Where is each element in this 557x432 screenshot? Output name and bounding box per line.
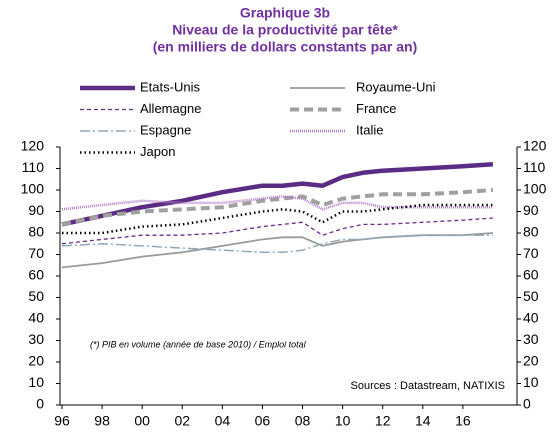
series-line xyxy=(61,232,493,269)
y2-tick-label: 20 xyxy=(523,353,539,369)
chart-title: Graphique 3b xyxy=(240,5,330,21)
source: Sources : Datastream, NATIXIS xyxy=(351,380,505,392)
y-tick-label: 70 xyxy=(28,245,44,261)
x-tick-label: 04 xyxy=(215,413,231,429)
y2-tick-label: 10 xyxy=(523,374,539,390)
series-line xyxy=(61,217,493,245)
y2-tick-label: 120 xyxy=(523,138,547,154)
x-tick-label: 12 xyxy=(375,413,391,429)
x-tick-label: 08 xyxy=(295,413,311,429)
y-tick-label: 50 xyxy=(28,288,44,304)
x-tick-label: 16 xyxy=(455,413,471,429)
x-tick-label: 00 xyxy=(134,413,150,429)
legend-label: Espagne xyxy=(140,122,191,137)
x-tick-label: 98 xyxy=(94,413,110,429)
series-line xyxy=(61,188,494,227)
y2-tick-label: 0 xyxy=(523,396,531,412)
y2-tick-label: 110 xyxy=(523,159,546,175)
series-line xyxy=(61,161,494,227)
legend-label: Allemagne xyxy=(140,101,201,116)
y2-tick-label: 40 xyxy=(523,310,539,326)
y2-tick-label: 30 xyxy=(523,331,539,347)
y2-tick-label: 50 xyxy=(523,288,539,304)
x-tick-label: 96 xyxy=(54,413,70,429)
y-tick-label: 0 xyxy=(36,396,44,412)
series-line xyxy=(61,195,493,211)
y2-tick-label: 90 xyxy=(523,202,539,218)
footnote: (*) PIB en volume (année de base 2010) /… xyxy=(90,339,307,349)
y2-tick-label: 60 xyxy=(523,267,539,283)
legend-label: Italie xyxy=(356,122,383,137)
legend-label: Royaume-Uni xyxy=(356,79,436,94)
y-tick-label: 120 xyxy=(21,138,45,154)
y-tick-label: 20 xyxy=(28,353,44,369)
y2-tick-label: 70 xyxy=(523,245,539,261)
y-tick-label: 60 xyxy=(28,267,44,283)
x-tick-label: 10 xyxy=(335,413,351,429)
x-tick-label: 02 xyxy=(174,413,190,429)
legend-label: Japon xyxy=(140,144,175,159)
y-tick-label: 10 xyxy=(28,374,44,390)
y-tick-label: 90 xyxy=(28,202,44,218)
chart-subtitle: (en milliers de dollars constants par an… xyxy=(153,39,418,55)
y2-tick-label: 80 xyxy=(523,224,539,240)
y2-tick-label: 100 xyxy=(523,181,547,197)
y-tick-label: 100 xyxy=(21,181,45,197)
y-tick-label: 40 xyxy=(28,310,44,326)
chart-subtitle: Niveau de la productivité par tête* xyxy=(172,22,398,38)
x-tick-label: 06 xyxy=(255,413,271,429)
legend-label: Etats-Unis xyxy=(140,79,200,94)
legend-label: France xyxy=(356,101,396,116)
y-tick-label: 80 xyxy=(28,224,44,240)
y-tick-label: 30 xyxy=(28,331,44,347)
x-tick-label: 14 xyxy=(415,413,431,429)
series-line xyxy=(61,234,493,254)
y-tick-label: 110 xyxy=(22,159,45,175)
